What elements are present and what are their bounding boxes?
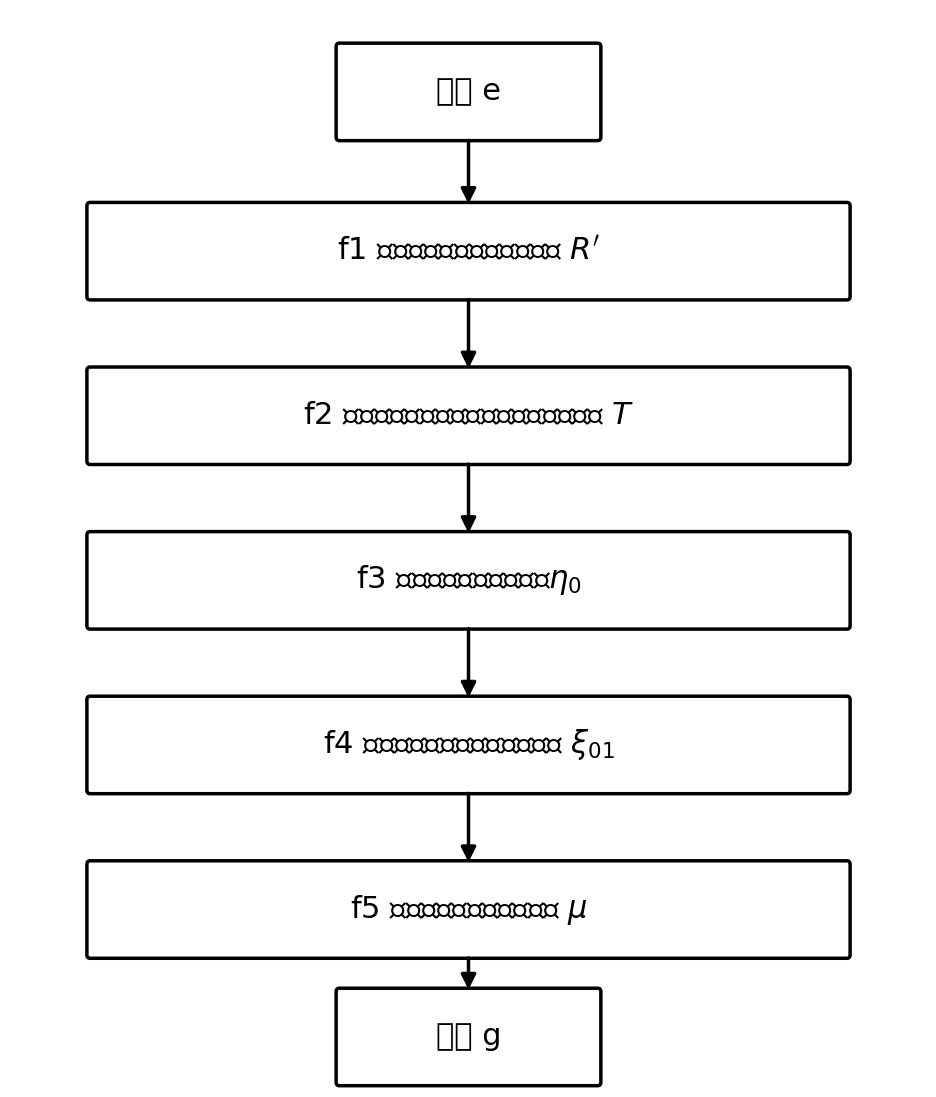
FancyBboxPatch shape bbox=[336, 988, 600, 1086]
Text: f4 计算光辊轧制时动态油膜厚度 $\xi_{01}$: f4 计算光辊轧制时动态油膜厚度 $\xi_{01}$ bbox=[322, 727, 614, 762]
FancyBboxPatch shape bbox=[336, 43, 600, 140]
Text: f2 计算生产该典型规格产品时乳化液温度 $T$: f2 计算生产该典型规格产品时乳化液温度 $T$ bbox=[302, 402, 634, 430]
Text: 步骤 e: 步骤 e bbox=[435, 78, 501, 106]
FancyBboxPatch shape bbox=[87, 532, 849, 629]
Text: f3 计算润滑剂的动力粘度$\eta_0$: f3 计算润滑剂的动力粘度$\eta_0$ bbox=[356, 564, 580, 598]
Text: f5 计算当前工况下摩擦系数 $\mu$: f5 计算当前工况下摩擦系数 $\mu$ bbox=[349, 893, 587, 927]
Text: f1 计算工作辊的弹性压扁半径 $R'$: f1 计算工作辊的弹性压扁半径 $R'$ bbox=[336, 237, 600, 265]
FancyBboxPatch shape bbox=[87, 367, 849, 464]
Text: 步骤 g: 步骤 g bbox=[435, 1022, 501, 1051]
FancyBboxPatch shape bbox=[87, 697, 849, 794]
FancyBboxPatch shape bbox=[87, 203, 849, 299]
FancyBboxPatch shape bbox=[87, 861, 849, 959]
